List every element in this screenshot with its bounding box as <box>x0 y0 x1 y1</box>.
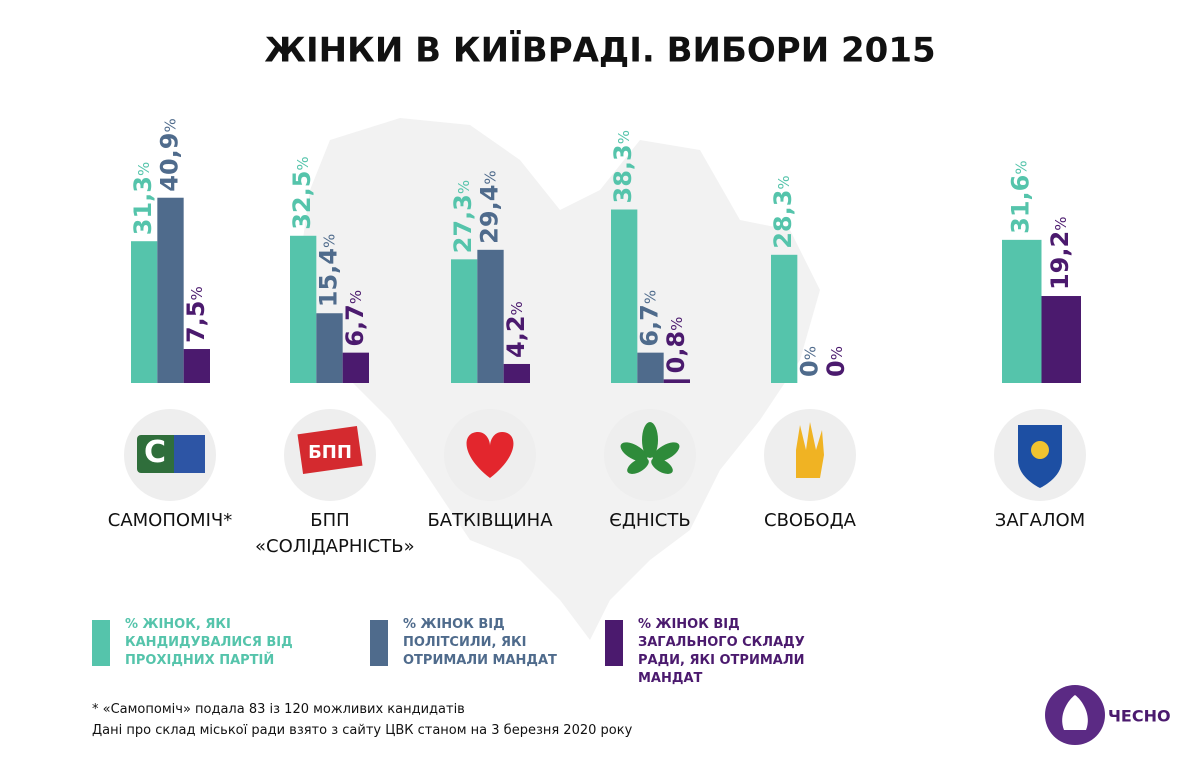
logo-text: ЧЕСНО <box>1108 707 1171 726</box>
legend-swatch <box>605 620 623 666</box>
value-label: 27,3% <box>449 180 477 253</box>
bar <box>637 352 664 383</box>
bar <box>451 259 478 383</box>
map-shape <box>300 118 820 640</box>
bar <box>290 235 317 383</box>
legend-swatch <box>370 620 388 666</box>
footnote: * «Самопоміч» подала 83 із 120 можливих … <box>92 702 465 717</box>
category-label: ЄДНІСТЬ <box>609 510 691 531</box>
svg-text:С: С <box>144 435 166 470</box>
value-label: 29,4% <box>476 170 504 243</box>
bar <box>663 379 690 383</box>
category-label: БПП «СОЛІДАРНІСТЬ» <box>255 510 415 557</box>
value-label: 31,6% <box>1007 160 1035 233</box>
bar <box>157 197 184 383</box>
category-label: СВОБОДА <box>764 510 856 531</box>
value-label: 0% <box>822 346 850 377</box>
bar <box>503 363 530 383</box>
bar <box>477 249 504 383</box>
bar <box>183 349 210 383</box>
value-label: 32,5% <box>288 156 316 229</box>
bar <box>131 241 158 383</box>
category-label: БАТКІВЩИНА <box>427 510 553 531</box>
value-label: 28,3% <box>769 175 797 248</box>
value-label: 31,3% <box>129 162 157 235</box>
icons: С БПП <box>124 409 1086 501</box>
bar <box>611 209 638 383</box>
logo-mark <box>1045 685 1105 745</box>
value-label: 4,2% <box>502 301 530 358</box>
svg-text:БПП: БПП <box>308 442 352 463</box>
value-label: 0,8% <box>662 317 690 374</box>
chart-title: ЖІНКИ В КИЇВРАДІ. ВИБОРИ 2015 <box>264 30 935 71</box>
value-label: 6,7% <box>341 290 369 347</box>
bar <box>771 254 798 383</box>
value-label: 7,5% <box>182 286 210 343</box>
value-label: 19,2% <box>1046 217 1074 290</box>
legend-swatch <box>92 620 110 666</box>
legend-label: % ЖІНОК ВІД ПОЛІТСИЛИ, ЯКІ ОТРИМАЛИ МАНД… <box>403 617 557 668</box>
category-label: САМОПОМІЧ* <box>107 510 233 531</box>
legend-label: % ЖІНОК, ЯКІ КАНДИДУВАЛИСЯ ВІД ПРОХІДНИХ… <box>125 617 293 668</box>
bar <box>316 313 343 383</box>
bar <box>1041 296 1081 383</box>
value-label: 0% <box>796 346 824 377</box>
value-label: 40,9% <box>156 118 184 191</box>
footnote: Дані про склад міської ради взято з сайт… <box>92 723 633 738</box>
legend-label: % ЖІНОК ВІД ЗАГАЛЬНОГО СКЛАДУ РАДИ, ЯКІ … <box>638 617 805 686</box>
bar <box>342 352 369 383</box>
value-label: 6,7% <box>636 290 664 347</box>
bar <box>1002 239 1042 383</box>
value-label: 15,4% <box>315 234 343 307</box>
category-label: ЗАГАЛОМ <box>994 510 1086 531</box>
value-label: 38,3% <box>609 130 637 203</box>
